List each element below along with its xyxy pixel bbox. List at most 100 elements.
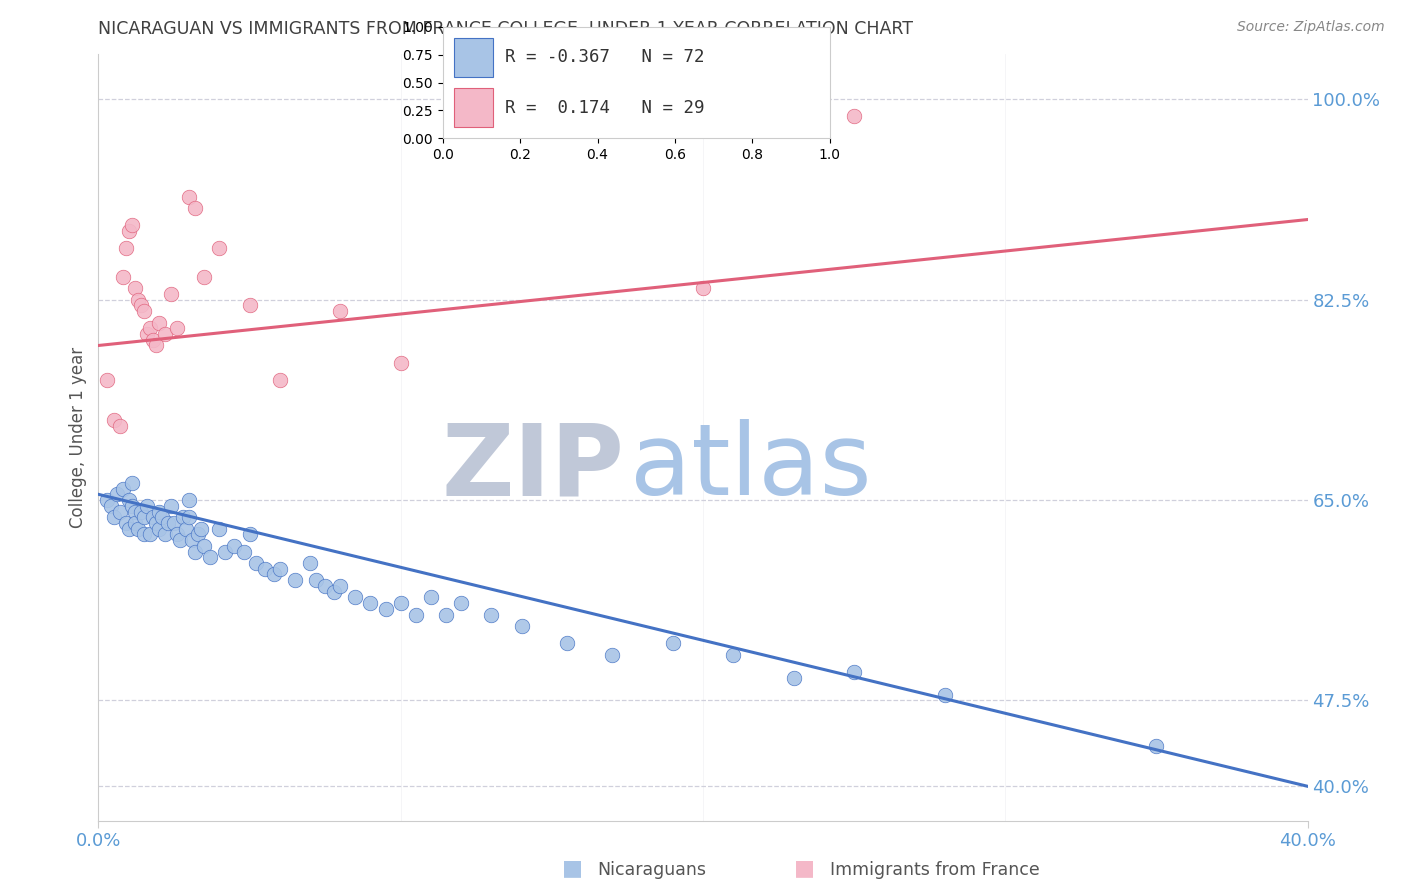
- Point: [105, 487, 128, 501]
- Point: [193, 269, 215, 284]
- Point: [481, 607, 503, 622]
- Point: [314, 579, 336, 593]
- Point: [172, 510, 194, 524]
- Point: [148, 522, 170, 536]
- Text: Source: ZipAtlas.com: Source: ZipAtlas.com: [1237, 20, 1385, 34]
- Point: [661, 636, 683, 650]
- Point: [100, 499, 122, 513]
- Point: [153, 527, 176, 541]
- Point: [121, 499, 143, 513]
- Point: [245, 556, 267, 570]
- Point: [129, 298, 152, 312]
- Point: [284, 573, 307, 587]
- Point: [166, 527, 188, 541]
- Point: [208, 522, 231, 536]
- Point: [174, 522, 197, 536]
- Point: [135, 499, 157, 513]
- Point: [145, 338, 167, 352]
- Point: [118, 522, 141, 536]
- Point: [108, 504, 131, 518]
- Point: [214, 544, 236, 558]
- Point: [239, 527, 262, 541]
- Text: ■: ■: [794, 858, 815, 878]
- Point: [132, 510, 155, 524]
- Point: [329, 579, 352, 593]
- FancyBboxPatch shape: [454, 37, 494, 77]
- Text: Nicaraguans: Nicaraguans: [598, 861, 707, 879]
- Point: [103, 413, 125, 427]
- Y-axis label: College, Under 1 year: College, Under 1 year: [69, 346, 87, 528]
- Text: R =  0.174   N = 29: R = 0.174 N = 29: [505, 99, 704, 117]
- Point: [124, 281, 146, 295]
- Text: ZIP: ZIP: [441, 419, 624, 516]
- Point: [1146, 739, 1168, 754]
- Point: [139, 527, 162, 541]
- Point: [510, 619, 533, 633]
- Point: [163, 516, 186, 530]
- Point: [139, 321, 162, 335]
- Point: [96, 373, 118, 387]
- Point: [111, 269, 134, 284]
- Point: [114, 516, 136, 530]
- Point: [269, 562, 291, 576]
- Point: [142, 333, 165, 347]
- Point: [305, 573, 328, 587]
- Point: [121, 475, 143, 490]
- Point: [160, 287, 183, 301]
- Point: [124, 504, 146, 518]
- Point: [160, 499, 183, 513]
- Point: [103, 510, 125, 524]
- Point: [184, 544, 207, 558]
- Point: [692, 281, 714, 295]
- Text: atlas: atlas: [630, 419, 872, 516]
- Point: [184, 201, 207, 215]
- Point: [127, 293, 149, 307]
- Point: [723, 648, 745, 662]
- Point: [208, 241, 231, 255]
- Point: [269, 373, 291, 387]
- Point: [389, 596, 412, 610]
- Point: [187, 527, 209, 541]
- Point: [179, 510, 201, 524]
- Point: [156, 516, 179, 530]
- Point: [145, 516, 167, 530]
- Point: [127, 522, 149, 536]
- Point: [389, 356, 412, 370]
- Point: [783, 671, 806, 685]
- Point: [181, 533, 204, 548]
- Point: [450, 596, 472, 610]
- Point: [148, 316, 170, 330]
- Point: [111, 482, 134, 496]
- Point: [118, 224, 141, 238]
- Point: [239, 298, 262, 312]
- Point: [323, 584, 346, 599]
- Text: ■: ■: [562, 858, 583, 878]
- Point: [844, 110, 866, 124]
- Point: [253, 562, 276, 576]
- Point: [405, 607, 427, 622]
- Point: [555, 636, 578, 650]
- Point: [150, 510, 173, 524]
- Point: [153, 326, 176, 341]
- Point: [148, 504, 170, 518]
- Point: [602, 648, 624, 662]
- Point: [129, 504, 152, 518]
- Point: [344, 591, 367, 605]
- Point: [224, 539, 246, 553]
- Point: [844, 665, 866, 679]
- Point: [329, 304, 352, 318]
- Point: [132, 304, 155, 318]
- Text: Immigrants from France: Immigrants from France: [830, 861, 1039, 879]
- Point: [166, 321, 188, 335]
- Point: [118, 493, 141, 508]
- Point: [179, 493, 201, 508]
- Point: [934, 688, 956, 702]
- Point: [132, 527, 155, 541]
- Point: [299, 556, 322, 570]
- Point: [121, 219, 143, 233]
- Point: [434, 607, 457, 622]
- Point: [108, 418, 131, 433]
- Point: [142, 510, 165, 524]
- Point: [193, 539, 215, 553]
- Point: [263, 567, 285, 582]
